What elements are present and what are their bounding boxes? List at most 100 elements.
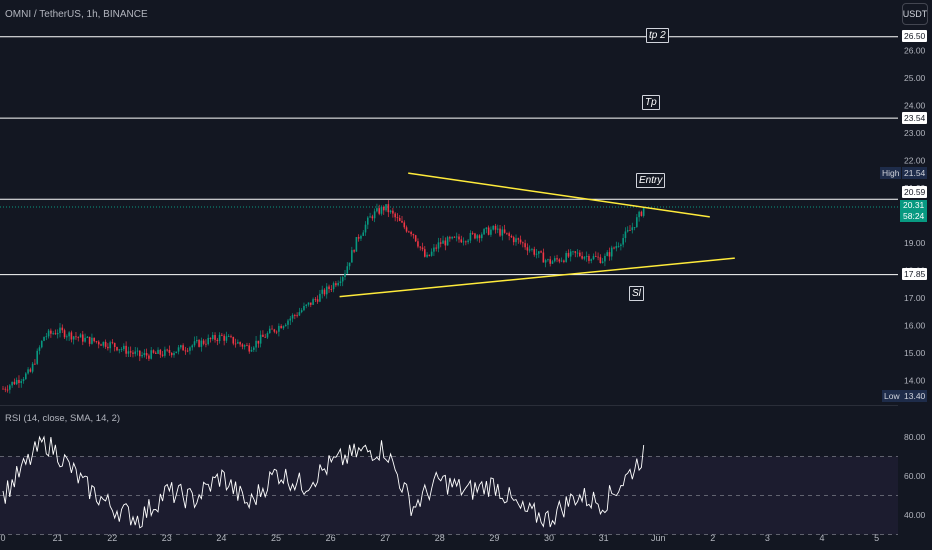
candle-body [414,235,417,242]
candle-body [20,381,23,384]
currency-button[interactable]: USDT [902,3,928,25]
candle-body [218,334,221,342]
candle-body [560,260,563,262]
candle-body [335,283,337,286]
candle-body [6,389,9,391]
candle-body [551,261,554,264]
candle-body [360,235,362,239]
candle-body [595,256,597,257]
candle-body [633,227,636,228]
candle-body [524,243,526,248]
candle-body [435,247,437,249]
time-axis-label: 23 [162,533,172,543]
candle-body [608,252,611,257]
candle-body [273,329,276,332]
candle-body [455,236,458,238]
candle-body [118,349,121,351]
candle-body [175,351,178,354]
candle-body [460,239,463,243]
candle-body [556,258,558,260]
rsi-tick-label: 60.00 [904,471,926,481]
candle-body [323,289,326,295]
candle-body [579,252,581,257]
candle-body [294,315,296,316]
candle-body [200,340,203,347]
candle-body [522,242,524,244]
candle-body [104,341,107,347]
candle-body [316,299,319,302]
rsi-line [2,435,645,529]
candle-body [77,336,80,338]
candle-body [264,336,266,338]
candle-body [47,330,50,337]
candle-body [362,232,365,236]
candle-body [102,341,105,346]
candle-body [63,330,66,338]
rsi-tick-label: 40.00 [904,510,926,520]
candle-body [631,227,634,231]
candle-body [636,217,638,228]
candle-body [145,353,148,356]
time-axis-label: Jun [651,533,666,543]
low-value: 13.40 [902,390,928,402]
rsi-indicator-title[interactable]: RSI (14, close, SMA, 14, 2) [5,413,121,424]
candle-body [597,256,599,258]
candle-body [617,246,620,247]
candle-body [542,252,545,263]
candle-body [56,333,59,335]
candle-body [581,256,583,259]
candle-body [284,324,287,327]
candle-body [437,242,440,249]
candle-body [526,247,529,251]
annotation-tp[interactable]: Tp [642,95,660,110]
candle-body [61,327,64,331]
price-tick-label: 26.00 [904,46,926,56]
candle-body [305,304,308,307]
annotation-entry[interactable]: Entry [636,173,666,188]
annotation-sl[interactable]: Sl [629,286,644,301]
candle-body [476,235,479,239]
candle-body [444,240,447,246]
candle-body [624,231,627,239]
time-axis-label: 2 [710,533,715,543]
candle-body [307,302,310,305]
candle-body [442,240,444,244]
candle-body [116,347,118,351]
candle-body [243,345,246,347]
candle-body [328,286,330,290]
candle-body [298,312,301,316]
candle-body [141,355,143,357]
annotation-tp2[interactable]: tp 2 [646,28,669,43]
candle-body [412,234,415,236]
candle-body [494,225,497,230]
candle-body [282,326,285,329]
candle-body [132,352,134,354]
candle-body [531,249,533,250]
candle-body [572,251,574,253]
candle-body [250,349,253,352]
candle-body [100,344,102,346]
candle-body [91,337,93,344]
candle-body [202,340,205,344]
candle-body [576,252,579,254]
time-axis-label: 26 [326,533,336,543]
candle-body [544,260,547,263]
candle-body [640,211,643,216]
candle-body [148,355,150,359]
candle-body [177,347,180,352]
candle-body [549,259,551,264]
candle-body [86,336,89,338]
time-axis-label: 31 [599,533,609,543]
price-tick-label: 25.00 [904,73,926,83]
candle-body [139,350,141,357]
candle-body [481,234,483,239]
candle-body [214,335,216,340]
last-price-badge: 20.31 58:24 [900,200,928,222]
candle-body [182,345,184,351]
candle-body [492,225,494,230]
candle-body [82,334,84,342]
candle-body [266,333,269,338]
candle-body [205,343,207,345]
candle-body [610,247,613,257]
